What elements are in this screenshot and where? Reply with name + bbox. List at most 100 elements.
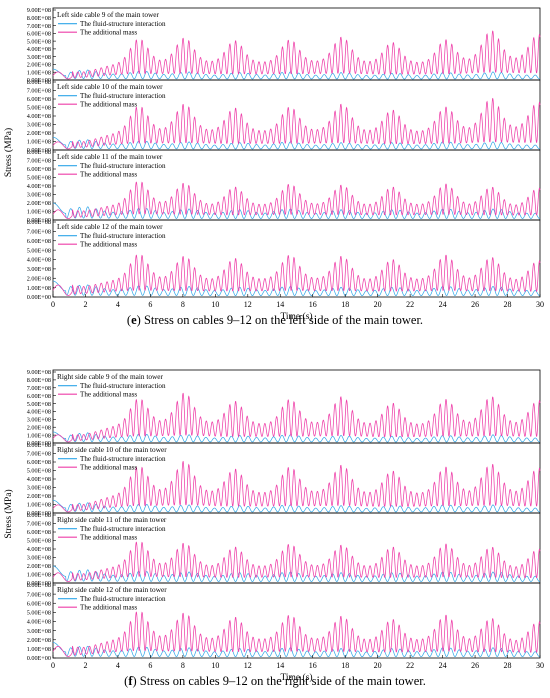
y-tick-label: 1.00E+08 [27, 69, 51, 76]
y-tick-label: 2.00E+08 [27, 424, 51, 431]
x-tick-label: 14 [276, 300, 284, 309]
stress-panel: 0.00E+001.00E+082.00E+083.00E+084.00E+08… [27, 442, 541, 517]
y-tick-label: 3.00E+08 [27, 54, 51, 61]
series-fluid-structure-line [52, 642, 541, 658]
y-tick-label: 0.00E+00 [27, 77, 51, 84]
legend-label: The additional mass [80, 604, 137, 612]
legend-label: The additional mass [80, 534, 137, 542]
y-tick-label: 7.00E+08 [27, 451, 51, 458]
y-tick-label: 0.00E+00 [27, 655, 51, 662]
series-additional-mass-line [52, 611, 541, 657]
x-tick-label: 26 [471, 661, 479, 670]
series-fluid-structure-line [52, 499, 541, 513]
y-tick-label: 2.00E+08 [27, 563, 51, 570]
x-tick-label: 18 [341, 300, 349, 309]
legend-label: The fluid-structure interaction [80, 232, 166, 240]
y-tick-label: 3.00E+08 [27, 485, 51, 492]
y-tick-label: 4.00E+08 [27, 183, 51, 190]
y-tick-label: 1.00E+08 [27, 572, 51, 579]
x-axis-label: Time (s) [280, 311, 312, 322]
y-tick-label: 3.00E+08 [27, 122, 51, 129]
panel-title: Left side cable 11 of the main tower [57, 152, 163, 161]
x-tick-label: 14 [276, 661, 284, 670]
legend-label: The fluid-structure interaction [80, 20, 166, 28]
x-tick-label: 6 [148, 661, 152, 670]
x-tick-label: 28 [504, 300, 512, 309]
y-tick-label: 0.00E+00 [27, 580, 51, 587]
series-additional-mass-line [52, 97, 541, 150]
y-tick-label: 1.00E+08 [27, 285, 51, 292]
series-fluid-structure-line [52, 136, 541, 150]
y-tick-label: 0.00E+00 [27, 147, 51, 154]
y-tick-label: 5.00E+08 [27, 175, 51, 182]
y-tick-label: 1.00E+08 [27, 646, 51, 653]
y-tick-label: 2.00E+08 [27, 62, 51, 69]
legend-label: The fluid-structure interaction [80, 382, 166, 390]
y-tick-label: 4.00E+08 [27, 113, 51, 120]
stress-panel: 0.00E+001.00E+082.00E+083.00E+084.00E+08… [27, 582, 541, 662]
y-tick-label: 5.00E+08 [27, 401, 51, 408]
y-tick-label: 0.00E+00 [27, 294, 51, 301]
x-tick-label: 20 [374, 661, 382, 670]
x-tick-label: 6 [148, 300, 152, 309]
series-fluid-structure-line [52, 280, 541, 297]
y-tick-label: 2.00E+08 [27, 493, 51, 500]
x-tick-label: 12 [244, 300, 252, 309]
stress-panel: 0.00E+001.00E+082.00E+083.00E+084.00E+08… [27, 149, 541, 224]
y-tick-label: 1.00E+08 [27, 502, 51, 509]
y-axis-label: Stress (MPa) [3, 489, 14, 538]
y-tick-label: 3.00E+08 [27, 555, 51, 562]
y-tick-label: 6.00E+08 [27, 393, 51, 400]
stress-panel: 0.00E+001.00E+082.00E+083.00E+084.00E+08… [27, 79, 541, 154]
y-tick-label: 0.00E+00 [27, 440, 51, 447]
panel-title: Right side cable 12 of the main tower [57, 585, 167, 594]
y-tick-label: 5.00E+08 [27, 247, 51, 254]
legend-label: The additional mass [80, 241, 137, 249]
y-tick-label: 8.00E+08 [27, 219, 51, 226]
y-tick-label: 7.00E+08 [27, 88, 51, 95]
y-axis-label: Stress (MPa) [3, 128, 14, 177]
panel-title: Right side cable 9 of the main tower [57, 372, 164, 381]
x-tick-label: 18 [341, 661, 349, 670]
caption-left-side: (e) Stress on cables 9–12 on the left si… [126, 313, 424, 327]
y-tick-label: 6.00E+08 [27, 166, 51, 173]
x-tick-label: 2 [83, 661, 87, 670]
y-tick-label: 8.00E+08 [27, 79, 51, 86]
panel-frame [52, 219, 541, 298]
legend-label: The fluid-structure interaction [80, 92, 166, 100]
y-tick-label: 3.00E+08 [27, 417, 51, 424]
y-tick-label: 6.00E+08 [27, 31, 51, 38]
y-tick-label: 3.00E+08 [27, 628, 51, 635]
legend-label: The fluid-structure interaction [80, 162, 166, 170]
y-tick-label: 7.00E+08 [27, 229, 51, 236]
caption-right-side: (f) Stress on cables 9–12 on the right s… [124, 674, 426, 688]
x-tick-label: 0 [51, 661, 55, 670]
x-tick-label: 16 [309, 661, 317, 670]
x-tick-label: 0 [51, 300, 55, 309]
y-tick-label: 5.00E+08 [27, 38, 51, 45]
y-tick-label: 0.00E+00 [27, 510, 51, 517]
y-tick-label: 3.00E+08 [27, 192, 51, 199]
y-tick-label: 7.00E+08 [27, 385, 51, 392]
x-tick-label: 30 [536, 661, 544, 670]
y-tick-label: 4.00E+08 [27, 546, 51, 553]
x-tick-label: 4 [116, 300, 120, 309]
legend-label: The additional mass [80, 101, 137, 109]
x-tick-label: 12 [244, 661, 252, 670]
series-fluid-structure-line [52, 565, 541, 582]
x-tick-label: 28 [504, 661, 512, 670]
y-tick-label: 4.00E+08 [27, 46, 51, 53]
legend-label: The additional mass [80, 391, 137, 399]
panel-title: Left side cable 10 of the main tower [57, 82, 163, 91]
series-fluid-structure-line [52, 68, 541, 80]
y-tick-label: 2.00E+08 [27, 275, 51, 282]
series-additional-mass-line [52, 181, 541, 220]
x-tick-label: 30 [536, 300, 544, 309]
y-tick-label: 7.00E+08 [27, 591, 51, 598]
y-tick-label: 8.00E+08 [27, 377, 51, 384]
x-tick-label: 26 [471, 300, 479, 309]
y-tick-label: 4.00E+08 [27, 257, 51, 264]
x-tick-label: 22 [406, 300, 414, 309]
x-tick-label: 10 [211, 661, 219, 670]
y-tick-label: 6.00E+08 [27, 459, 51, 466]
